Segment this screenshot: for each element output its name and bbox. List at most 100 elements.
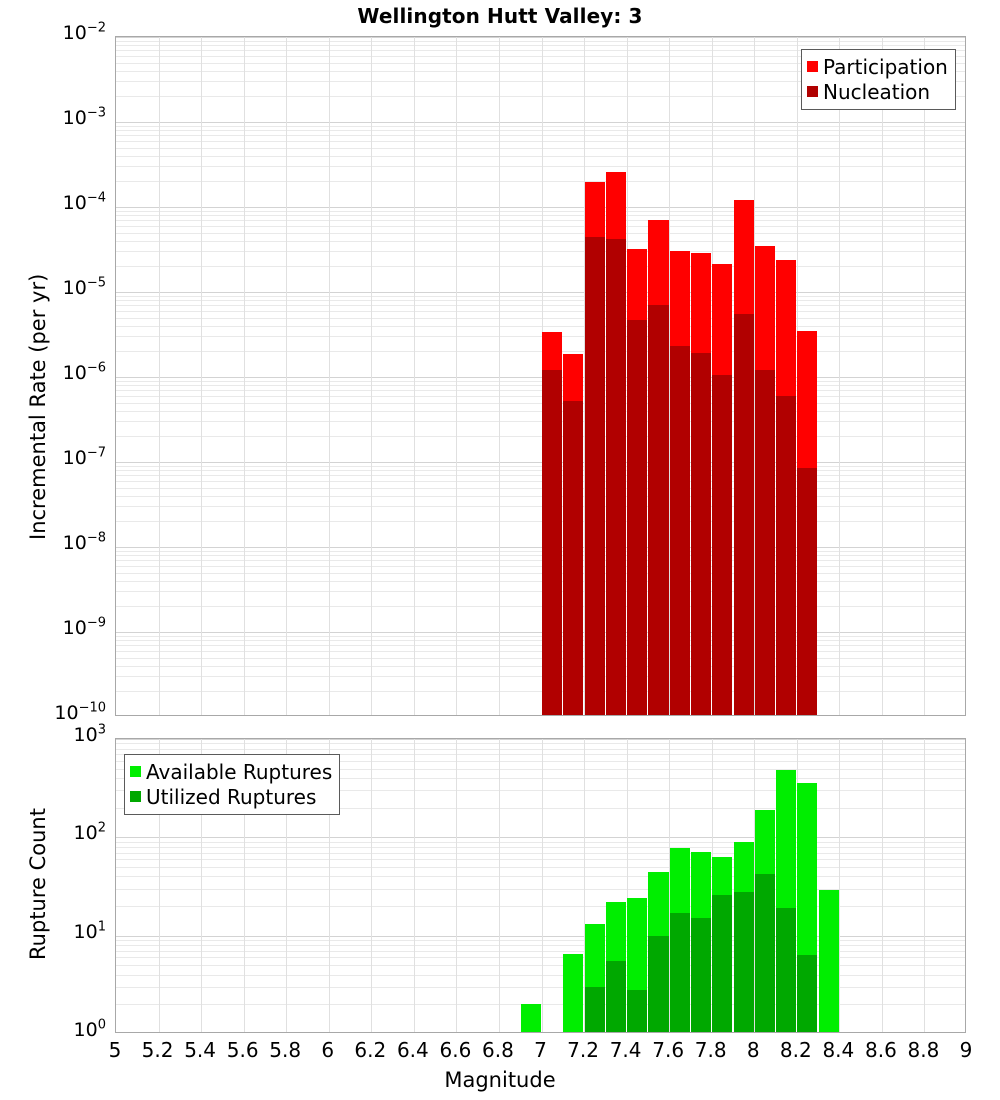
legend-item-nucleation[interactable]: Nucleation (807, 79, 948, 104)
gridline-vertical (754, 739, 755, 1032)
gridline-vertical (201, 739, 202, 1032)
bar-available-ruptures (563, 954, 584, 1032)
legend-item-participation[interactable]: Participation (807, 54, 948, 79)
gridline-horizontal (116, 166, 965, 167)
gridline-horizontal (116, 547, 965, 548)
gridline-horizontal (116, 632, 965, 633)
y-tick-label: 10−7 (62, 445, 106, 469)
gridline-horizontal (116, 808, 965, 809)
gridline-horizontal (116, 573, 965, 574)
x-tick-label: 5.8 (269, 1038, 302, 1062)
bar-utilized-ruptures (797, 955, 818, 1032)
gridline-vertical (329, 37, 330, 715)
gridline-horizontal (116, 300, 965, 301)
gridline-vertical (456, 739, 457, 1032)
gridline-vertical (584, 739, 585, 1032)
bar-nucleation (669, 346, 690, 715)
bar-nucleation (542, 370, 563, 715)
y-axis-title-top: Incremental Rate (per yr) (26, 273, 50, 540)
gridline-horizontal (116, 847, 965, 848)
y-tick-label: 103 (73, 722, 106, 746)
x-tick-label: 8.2 (779, 1038, 812, 1062)
gridline-vertical (542, 739, 543, 1032)
bar-nucleation (733, 314, 754, 715)
gridline-horizontal (116, 396, 965, 397)
gridline-horizontal (116, 81, 965, 82)
legend-item-label: Participation (823, 54, 948, 79)
y-tick-label: 10−8 (62, 530, 106, 554)
legend-item-label: Nucleation (823, 79, 931, 104)
gridline-vertical (669, 739, 670, 1032)
gridline-horizontal (116, 853, 965, 854)
y-tick-label: 101 (73, 919, 106, 943)
gridline-horizontal (116, 215, 965, 216)
gridline-horizontal (116, 318, 965, 319)
x-tick-label: 8.4 (822, 1038, 855, 1062)
legend-item-label: Available Ruptures (146, 759, 333, 784)
x-tick-label: 6.8 (482, 1038, 514, 1062)
gridline-horizontal (116, 381, 965, 382)
gridline-vertical (159, 37, 160, 715)
gridline-horizontal (116, 640, 965, 641)
legend-item-available-ruptures[interactable]: Available Ruptures (130, 759, 332, 784)
gridline-horizontal (116, 658, 965, 659)
gridline-horizontal (116, 940, 965, 941)
gridline-vertical (499, 37, 500, 715)
y-tick-label: 102 (73, 821, 106, 845)
gridline-horizontal (116, 837, 965, 838)
gridline-horizontal (116, 506, 965, 507)
x-tick-label: 5.4 (184, 1038, 216, 1062)
gridline-horizontal (116, 292, 965, 293)
gridline-horizontal (116, 470, 965, 471)
gridline-horizontal (116, 411, 965, 412)
x-tick-label: 6.6 (439, 1038, 472, 1062)
gridline-horizontal (116, 691, 965, 692)
gridline-horizontal (116, 945, 965, 946)
gridline-horizontal (116, 50, 965, 51)
gridline-horizontal (116, 676, 965, 677)
gridline-horizontal (116, 211, 965, 212)
gridline-horizontal (116, 481, 965, 482)
y-tick-label: 10−2 (62, 20, 106, 44)
gridline-horizontal (116, 876, 965, 877)
x-tick-label: 8 (746, 1038, 760, 1062)
x-axis-title: Magnitude (444, 1068, 556, 1092)
legend-top: Participation Nucleation (801, 49, 956, 110)
bar-utilized-ruptures (733, 891, 754, 1032)
gridline-horizontal (116, 241, 965, 242)
gridline-horizontal (116, 761, 965, 762)
gridline-horizontal (116, 148, 965, 149)
bar-utilized-ruptures (605, 961, 626, 1032)
bars-bottom (116, 739, 965, 1032)
gridline-horizontal (116, 122, 965, 123)
gridline-horizontal (116, 130, 965, 131)
gridline-horizontal (116, 566, 965, 567)
legend-item-utilized-ruptures[interactable]: Utilized Ruptures (130, 784, 332, 809)
x-tick-label: 6.4 (396, 1038, 429, 1062)
gridline-horizontal (116, 466, 965, 467)
gridline-vertical (244, 739, 245, 1032)
gridline-horizontal (116, 390, 965, 391)
x-tick-label: 7.2 (567, 1038, 599, 1062)
grid-bottom (116, 739, 965, 1032)
y-tick-label: 10−9 (62, 615, 106, 639)
gridline-horizontal (116, 135, 965, 136)
bar-utilized-ruptures (669, 913, 690, 1032)
gridline-horizontal (116, 987, 965, 988)
gridline-horizontal (116, 41, 965, 42)
bar-nucleation (797, 467, 818, 715)
bar-utilized-ruptures (754, 874, 775, 1032)
gridline-horizontal (116, 141, 965, 142)
gridline-horizontal (116, 906, 965, 907)
gridline-horizontal (116, 591, 965, 592)
gridline-horizontal (116, 606, 965, 607)
legend-item-label: Utilized Ruptures (146, 784, 317, 809)
gridline-horizontal (116, 859, 965, 860)
gridline-horizontal (116, 96, 965, 97)
gridline-vertical (499, 739, 500, 1032)
bar-nucleation (648, 305, 669, 715)
utilized-ruptures-swatch-icon (130, 791, 141, 802)
bar-utilized-ruptures (691, 918, 712, 1032)
gridline-vertical (584, 37, 585, 715)
gridline-horizontal (116, 421, 965, 422)
